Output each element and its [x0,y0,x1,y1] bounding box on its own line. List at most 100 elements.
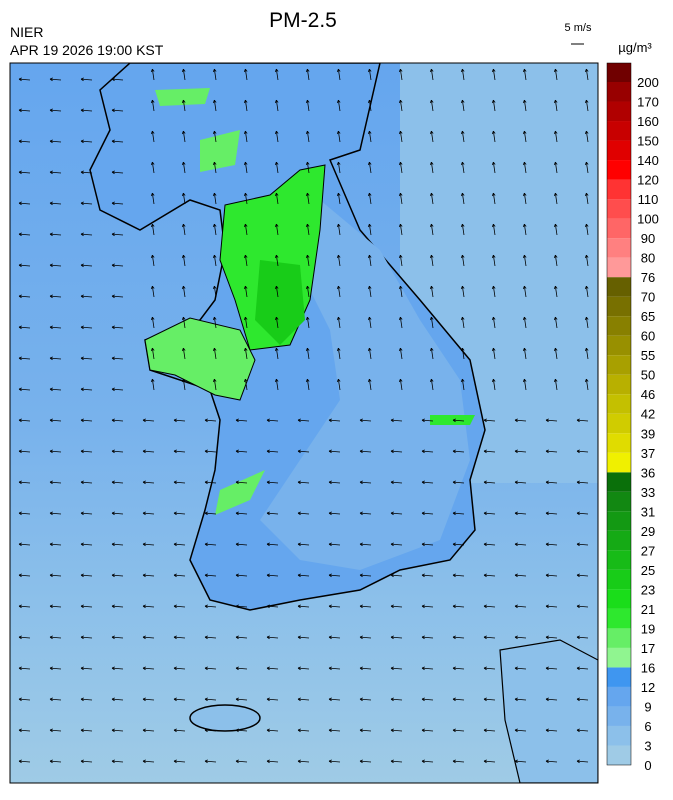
wind-arrow-head [545,573,549,578]
wind-arrow [50,481,62,484]
wind-arrow-head [204,418,208,423]
wind-arrow-head [204,542,208,547]
wind-arrow [267,667,279,670]
wind-arrow [554,162,558,174]
colorbar-segment [607,647,631,668]
wind-arrow [399,162,403,174]
colorbar-tick-label: 31 [641,504,655,519]
wind-arrow [19,729,31,732]
wind-arrow [422,419,434,422]
wind-arrow-head [367,68,372,73]
wind-arrow-head [181,130,186,135]
wind-arrow [174,667,186,670]
wind-arrow [50,264,62,267]
colorbar-tick-label: 150 [637,134,659,149]
wind-arrow-head [328,728,332,733]
wind-arrow-head [452,542,456,547]
wind-arrow [213,317,217,329]
wind-arrow [360,450,372,453]
patch-south [215,470,265,515]
wind-arrow-head [80,697,84,702]
wind-arrow-head [49,759,53,764]
wind-arrow [515,543,527,546]
colorbar-segment [607,413,631,434]
wind-arrow [461,317,465,329]
wind-arrow [174,543,186,546]
wind-arrow-head [235,635,239,640]
wind-arrow [337,348,341,360]
wind-arrow [430,348,434,360]
colorbar-tick-label: 33 [641,485,655,500]
wind-arrow-head [491,316,496,321]
wind-arrow-head [305,254,310,259]
wind-arrow [81,512,93,515]
wind-arrow [368,317,372,329]
wind-arrow [213,224,217,236]
wind-arrow [329,419,341,422]
wind-arrow [453,636,465,639]
wind-arrow [577,636,589,639]
wind-arrow [430,69,434,81]
wind-arrow-head [390,573,394,578]
wind-arrow-head [367,378,372,383]
wind-arrow [368,193,372,205]
wind-arrow [143,667,155,670]
wind-arrow [391,760,403,763]
colorbar-segment [607,296,631,317]
colorbar-segment [607,452,631,473]
wind-arrow [205,481,217,484]
wind-arrow-head [398,161,403,166]
wind-arrow [422,574,434,577]
wind-arrow [174,698,186,701]
wind-arrow [267,512,279,515]
wind-arrow-head [80,449,84,454]
wind-arrow-head [111,635,115,640]
wind-arrow-head [18,294,22,299]
wind-arrow [523,379,527,391]
wind-arrow [492,286,496,298]
wind-arrow [430,162,434,174]
wind-arrow-head [297,449,301,454]
wind-arrow-head [111,387,115,392]
wind-arrow [515,698,527,701]
wind-arrow-head [421,573,425,578]
colorbar-segment [607,472,631,492]
wind-arrow-head [274,285,279,290]
wind-arrow [174,636,186,639]
colorbar-segment [607,355,631,375]
wind-arrow [337,255,341,267]
wind-arrow-head [545,635,549,640]
wind-arrow [360,698,372,701]
wind-arrow [422,512,434,515]
wind-arrow [81,78,93,81]
wind-arrow [236,419,248,422]
wind-arrow [461,379,465,391]
wind-arrow-head [80,573,84,578]
wind-arrow [112,171,124,174]
wind-arrow [422,605,434,608]
colorbar-tick-label: 110 [638,192,659,207]
wind-arrow-head [460,285,465,290]
wind-arrow-head [514,666,518,671]
wind-arrow [205,760,217,763]
wind-arrow-head [336,285,341,290]
wind-arrow [151,100,155,112]
wind-arrow [19,698,31,701]
wind-arrow-head [235,511,239,516]
wind-arrow [337,131,341,143]
colorbar-segment [607,686,631,707]
wind-arrow [329,760,341,763]
wind-arrow-head [553,254,558,259]
wind-arrow [329,512,341,515]
wind-arrow [337,69,341,81]
wind-arrow-head [297,542,301,547]
wind-arrow-head [367,347,372,352]
wind-arrow-head [421,511,425,516]
colorbar-tick-label: 16 [641,660,655,675]
wind-arrow [546,481,558,484]
wind-arrow [182,69,186,81]
wind-arrow-head [359,666,363,671]
wind-arrow-head [181,378,186,383]
wind-arrow-head [460,223,465,228]
colorbar-segment [607,82,631,102]
